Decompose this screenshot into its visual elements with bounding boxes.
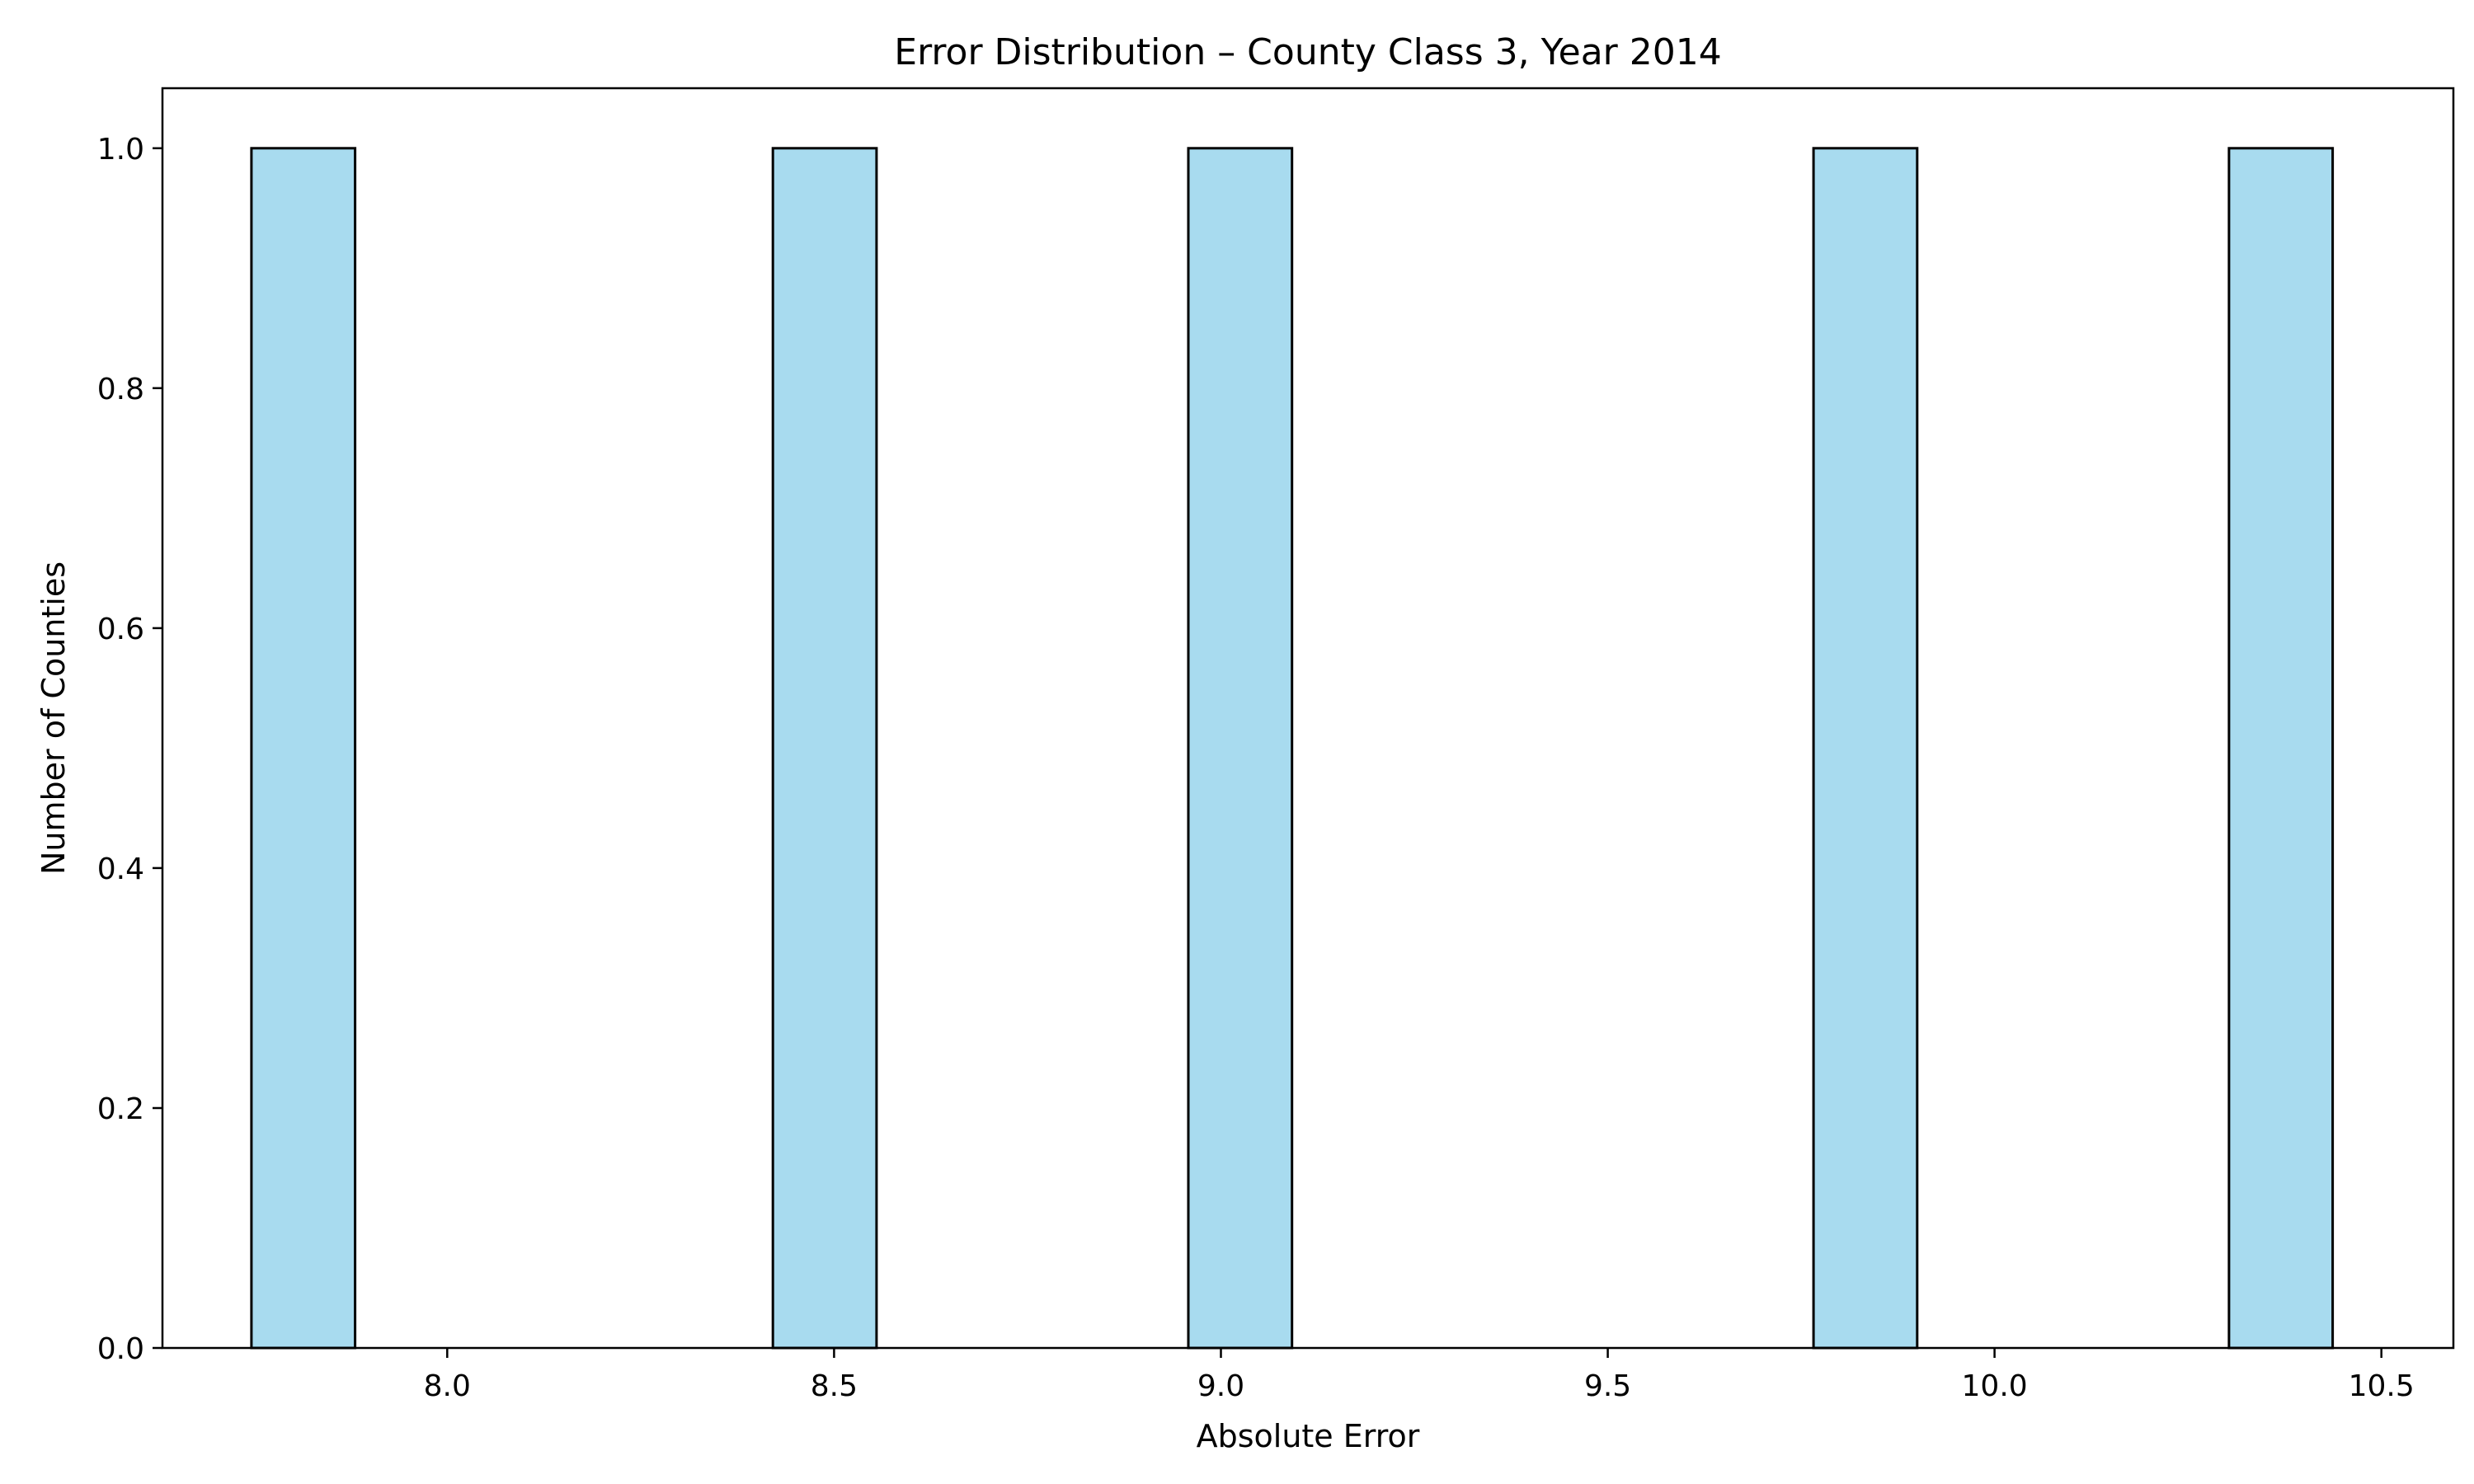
x-tick-label-1: 8.0: [424, 1369, 471, 1403]
x-tick-label-2: 8.5: [811, 1369, 858, 1403]
histogram-bar-4: [1812, 147, 1919, 1350]
chart-title: Error Distribution – County Class 3, Yea…: [894, 31, 1721, 73]
x-tick-label-5: 10.0: [1962, 1369, 2028, 1403]
y-tick-label-6: 1.0: [97, 133, 144, 167]
x-axis-ticks: 8.0 8.5 9.0 9.5 10.0 10.5: [424, 1348, 2415, 1403]
x-tick-label-3: 9.0: [1197, 1369, 1244, 1403]
y-axis-ticks: 0.0 0.2 0.4 0.6 0.8 1.0: [97, 133, 162, 1366]
histogram-bar-1: [250, 147, 357, 1350]
x-tick-label-4: 9.5: [1584, 1369, 1631, 1403]
x-axis-label: Absolute Error: [1197, 1418, 1420, 1454]
y-tick-label-5: 0.8: [97, 373, 144, 406]
y-tick-label-2: 0.2: [97, 1092, 144, 1126]
histogram-bar-3: [1187, 147, 1294, 1350]
y-tick-label-3: 0.4: [97, 852, 144, 886]
y-tick-label-4: 0.6: [97, 613, 144, 646]
bars-group: [250, 147, 2335, 1350]
histogram-bar-5: [2227, 147, 2335, 1350]
y-tick-label-1: 0.0: [97, 1332, 144, 1366]
plot-frame: [161, 87, 2455, 1350]
x-tick-label-6: 10.5: [2349, 1369, 2415, 1403]
y-axis-label: Number of Counties: [35, 561, 72, 875]
histogram-bar-2: [771, 147, 878, 1350]
